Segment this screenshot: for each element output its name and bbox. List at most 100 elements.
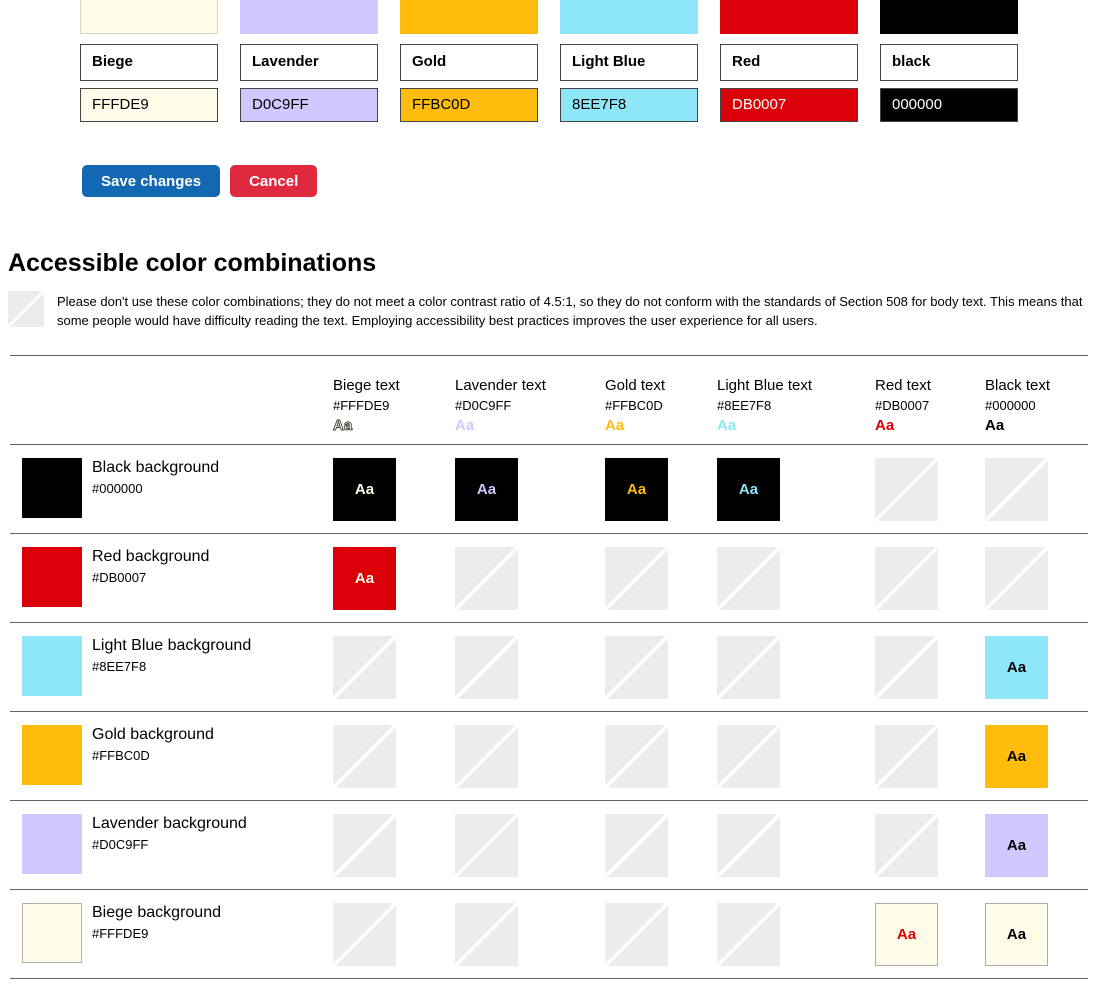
matrix-cell <box>717 801 875 890</box>
background-swatch <box>22 903 82 963</box>
color-name-field[interactable]: Red <box>720 44 858 81</box>
not-accessible-cell <box>717 814 780 877</box>
color-name-field[interactable]: Biege <box>80 44 218 81</box>
not-accessible-cell <box>333 903 396 966</box>
disclaimer: Please don't use these color combination… <box>8 291 1099 330</box>
matrix-cell: Aa <box>875 890 985 979</box>
matrix-cell <box>875 801 985 890</box>
background-swatch <box>22 458 82 518</box>
row-header: Biege background #FFFDE9 <box>10 890 333 979</box>
not-accessible-cell <box>985 547 1048 610</box>
color-hex-field[interactable]: 8EE7F8 <box>560 88 698 122</box>
swatch-column: Gold FFBC0D <box>400 0 538 122</box>
row-meta: Biege background #FFFDE9 <box>92 903 221 963</box>
color-preview <box>80 0 218 34</box>
not-accessible-cell <box>455 547 518 610</box>
row-label: Light Blue background <box>92 637 252 654</box>
matrix-cell: Aa <box>717 445 875 534</box>
matrix-cell <box>455 534 605 623</box>
page-title: Accessible color combinations <box>8 249 377 277</box>
color-preview <box>400 0 538 34</box>
accessible-combination-sample: Aa <box>985 903 1048 966</box>
not-accessible-cell <box>455 814 518 877</box>
not-accessible-cell <box>875 725 938 788</box>
color-name-field[interactable]: Light Blue <box>560 44 698 81</box>
disclaimer-text: Please don't use these color combination… <box>57 294 1083 328</box>
matrix-cell: Aa <box>985 890 1088 979</box>
row-label: Gold background <box>92 726 214 743</box>
not-accessible-cell <box>455 725 518 788</box>
color-hex-field[interactable]: DB0007 <box>720 88 858 122</box>
swatch-list: Biege FFFDE9 Lavender D0C9FF Gold FFBC0D Light… <box>80 0 1099 122</box>
row-header-content: Gold background #FFBC0D <box>10 725 333 785</box>
row-header: Black background #000000 <box>10 445 333 534</box>
accessible-combination-sample: Aa <box>333 458 396 521</box>
matrix-cell <box>875 712 985 801</box>
column-label: Red text <box>875 377 931 394</box>
table-row: Black background #000000 Aa Aa Aa Aa <box>10 444 1088 534</box>
matrix-cell <box>333 623 455 712</box>
table-row: Biege background #FFFDE9 Aa Aa <box>10 889 1088 979</box>
accessible-combination-sample: Aa <box>985 636 1048 699</box>
save-button[interactable]: Save changes <box>82 165 221 197</box>
swatch-column: Lavender D0C9FF <box>240 0 378 122</box>
column-label: Light Blue text <box>717 377 813 394</box>
matrix-cell <box>605 712 717 801</box>
not-accessible-cell <box>605 814 668 877</box>
color-hex-field[interactable]: 000000 <box>880 88 1018 122</box>
not-accessible-cell <box>717 636 780 699</box>
accessible-combination-sample: Aa <box>333 547 396 610</box>
matrix-cell: Aa <box>605 445 717 534</box>
matrix-cell <box>333 890 455 979</box>
matrix-cell <box>455 801 605 890</box>
column-label: Biege text <box>333 377 400 394</box>
matrix-cell: Aa <box>985 712 1088 801</box>
background-swatch <box>22 547 82 607</box>
row-meta: Light Blue background #8EE7F8 <box>92 636 251 696</box>
not-accessible-cell <box>717 547 780 610</box>
matrix-cell <box>875 534 985 623</box>
background-swatch <box>22 725 82 785</box>
color-name-field[interactable]: Lavender <box>240 44 378 81</box>
corner-cell <box>10 356 333 445</box>
text-color-sample: Aa <box>333 417 353 435</box>
color-name-field[interactable]: Gold <box>400 44 538 81</box>
palette-editor: Biege FFFDE9 Lavender D0C9FF Gold FFBC0D Light… <box>0 0 1099 197</box>
not-accessible-cell <box>605 547 668 610</box>
column-label: Lavender text <box>455 377 546 394</box>
column-header: Biege text #FFFDE9 Aa <box>333 356 455 445</box>
color-name-field[interactable]: black <box>880 44 1018 81</box>
text-color-sample: Aa <box>985 417 1005 434</box>
column-hex: #FFBC0D <box>605 398 663 413</box>
column-label: Black text <box>985 377 1051 394</box>
matrix-cell <box>985 445 1088 534</box>
not-accessible-cell <box>985 458 1048 521</box>
color-hex-field[interactable]: FFBC0D <box>400 88 538 122</box>
row-hex: #000000 <box>92 481 143 496</box>
cancel-button[interactable]: Cancel <box>230 165 318 197</box>
swatch-column: Red DB0007 <box>720 0 858 122</box>
column-header: Gold text #FFBC0D Aa <box>605 356 717 445</box>
column-hex: #FFFDE9 <box>333 398 390 413</box>
row-hex: #FFFDE9 <box>92 926 149 941</box>
row-label: Red background <box>92 548 210 565</box>
column-hex: #000000 <box>985 398 1036 413</box>
column-header: Light Blue text #8EE7F8 Aa <box>717 356 875 445</box>
text-color-sample: Aa <box>875 417 895 434</box>
swatch-column: Biege FFFDE9 <box>80 0 218 122</box>
row-header: Lavender background #D0C9FF <box>10 801 333 890</box>
matrix-cell <box>717 712 875 801</box>
color-hex-field[interactable]: D0C9FF <box>240 88 378 122</box>
column-header: Red text #DB0007 Aa <box>875 356 985 445</box>
swatch-column: black 000000 <box>880 0 1018 122</box>
not-accessible-cell <box>875 814 938 877</box>
color-hex-field[interactable]: FFFDE9 <box>80 88 218 122</box>
not-accessible-cell <box>605 725 668 788</box>
matrix-cell <box>717 534 875 623</box>
matrix-cell: Aa <box>985 801 1088 890</box>
row-header-content: Lavender background #D0C9FF <box>10 814 333 874</box>
row-label: Biege background <box>92 904 221 921</box>
row-hex: #D0C9FF <box>92 837 149 852</box>
swatch-column: Light Blue 8EE7F8 <box>560 0 698 122</box>
not-accessible-cell <box>717 903 780 966</box>
